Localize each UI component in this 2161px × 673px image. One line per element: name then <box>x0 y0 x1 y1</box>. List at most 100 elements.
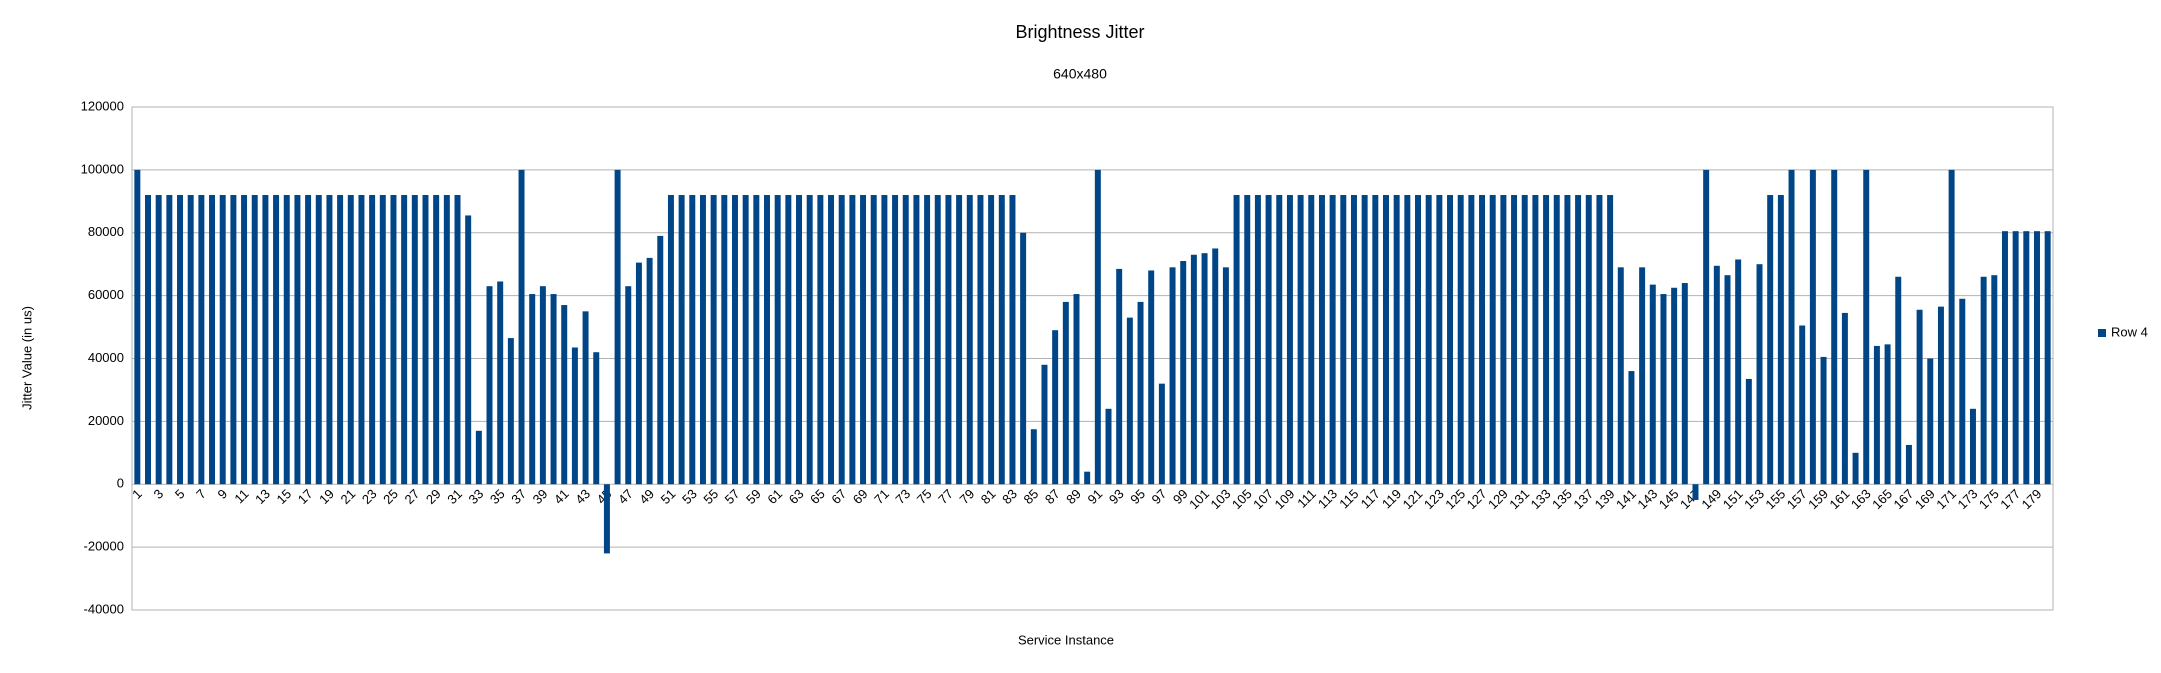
bar <box>1062 301 1069 485</box>
x-tick-label: 159 <box>1805 486 1831 512</box>
x-tick-label: 121 <box>1400 486 1426 512</box>
bar <box>806 195 813 485</box>
bar <box>1009 195 1016 485</box>
x-tick-label: 43 <box>572 486 593 507</box>
bar <box>924 195 931 485</box>
x-tick-label: 89 <box>1063 486 1084 507</box>
bar <box>1094 169 1101 485</box>
x-tick-label: 149 <box>1698 486 1724 512</box>
bar <box>657 235 664 485</box>
bar <box>1884 344 1891 485</box>
x-tick-label: 55 <box>700 486 721 507</box>
bar <box>1052 330 1059 485</box>
bar <box>838 195 845 485</box>
x-tick-label: 19 <box>316 486 337 507</box>
x-tick-label: 171 <box>1933 486 1959 512</box>
bar <box>1873 345 1880 485</box>
bar <box>1628 371 1635 485</box>
x-tick-label: 31 <box>444 486 465 507</box>
x-tick-label: 153 <box>1741 486 1767 512</box>
bar <box>1777 195 1784 485</box>
bar <box>1500 195 1507 485</box>
bar <box>870 195 877 485</box>
x-tick-label: 21 <box>337 486 358 507</box>
bar <box>1671 287 1678 485</box>
bar <box>1863 169 1870 485</box>
bar <box>283 195 290 485</box>
x-tick-label: 79 <box>956 486 977 507</box>
bar <box>454 195 461 485</box>
bar <box>1596 195 1603 485</box>
y-tick-label: -20000 <box>84 539 124 554</box>
bar <box>1564 195 1571 485</box>
bar <box>337 195 344 485</box>
bar <box>1980 276 1987 485</box>
bar <box>1158 383 1165 485</box>
bar <box>198 195 205 485</box>
x-tick-label: 87 <box>1042 486 1063 507</box>
bar <box>1308 195 1315 485</box>
y-axis-label: Jitter Value (in us) <box>19 306 34 410</box>
bar <box>209 195 216 485</box>
bar <box>1212 248 1219 485</box>
bar <box>518 169 525 485</box>
bar <box>1350 195 1357 485</box>
bar <box>1692 484 1699 500</box>
x-tick-label: 11 <box>231 486 251 506</box>
bar <box>817 195 824 485</box>
bar <box>294 195 301 485</box>
bar <box>1340 195 1347 485</box>
x-tick-label: 165 <box>1869 486 1895 512</box>
bar <box>966 195 973 485</box>
bar <box>956 195 963 485</box>
bar <box>1532 195 1539 485</box>
y-tick-label: -40000 <box>84 601 124 616</box>
bar <box>1639 267 1646 485</box>
x-tick-label: 69 <box>850 486 871 507</box>
bar <box>550 294 557 485</box>
bar <box>1841 312 1848 485</box>
bar <box>1809 169 1816 485</box>
bar <box>902 195 909 485</box>
bar <box>764 195 770 485</box>
bar <box>1169 267 1176 485</box>
bar <box>710 195 717 485</box>
bar <box>230 195 237 485</box>
bar <box>1148 270 1155 485</box>
bar <box>1852 452 1859 485</box>
bar <box>774 195 781 485</box>
x-tick-label: 5 <box>172 486 188 502</box>
legend-swatch <box>2098 329 2106 337</box>
bar <box>1521 195 1528 485</box>
bar <box>177 195 184 485</box>
x-tick-label: 73 <box>892 486 913 507</box>
bar <box>1585 195 1592 485</box>
x-tick-label: 123 <box>1421 486 1447 512</box>
bar <box>678 195 685 485</box>
bar <box>753 195 760 485</box>
bar <box>913 195 920 485</box>
bar <box>1959 298 1966 485</box>
bar <box>667 195 674 485</box>
x-tick-label: 175 <box>1976 486 2002 512</box>
bar <box>1116 268 1123 485</box>
bar <box>401 195 408 485</box>
bar <box>273 195 280 485</box>
bar <box>699 195 706 485</box>
bar <box>1543 195 1550 485</box>
bar <box>1681 283 1688 485</box>
bar <box>1511 195 1518 485</box>
bar <box>1724 275 1731 485</box>
x-tick-label: 127 <box>1464 486 1490 512</box>
bar <box>1318 195 1325 485</box>
bar <box>2034 231 2040 485</box>
bar <box>945 195 952 485</box>
bar <box>881 195 888 485</box>
bar <box>1020 232 1027 485</box>
x-tick-label: 161 <box>1826 486 1852 512</box>
bar <box>1820 356 1827 485</box>
bar <box>1073 294 1080 485</box>
x-tick-label: 63 <box>786 486 807 507</box>
x-tick-label: 83 <box>999 486 1020 507</box>
